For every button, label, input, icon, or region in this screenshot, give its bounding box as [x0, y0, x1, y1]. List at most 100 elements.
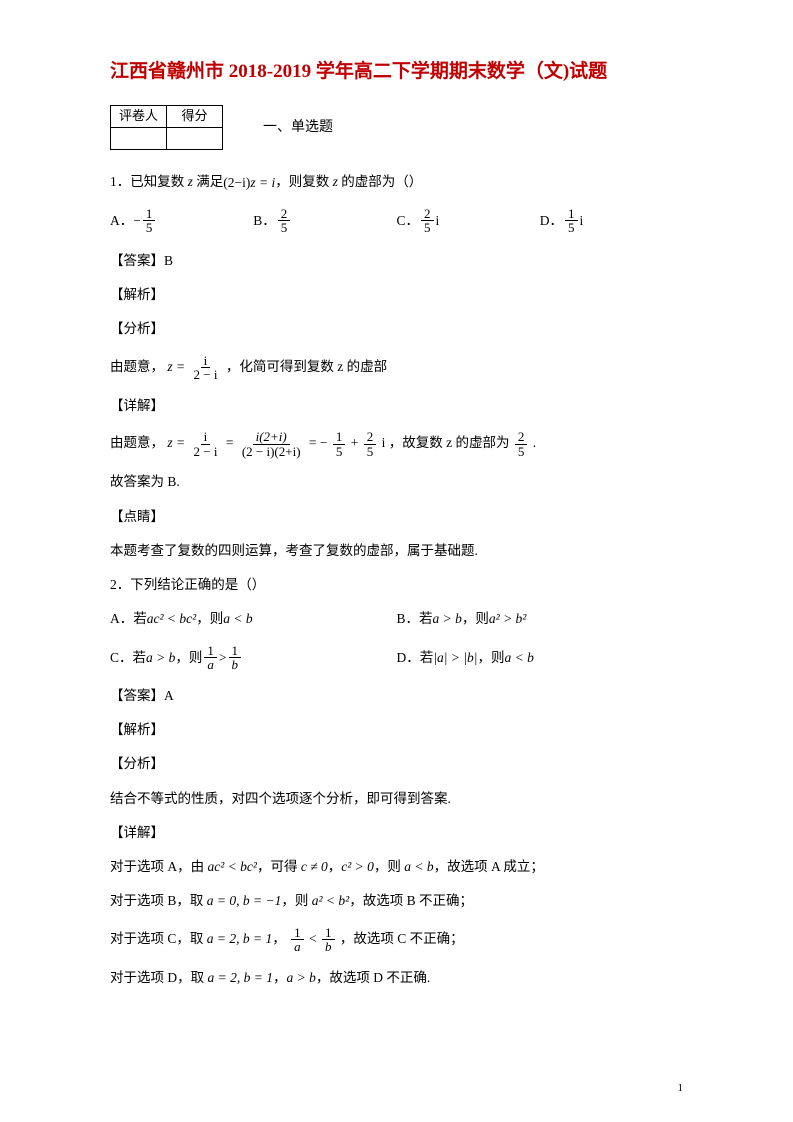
grade-cell-1: [111, 127, 167, 149]
opt-c-label: C．: [397, 211, 420, 231]
opt-b-label: B．: [253, 211, 276, 231]
q2-a-mid: ，则: [196, 609, 223, 629]
grade-header-2: 得分: [167, 105, 223, 127]
q2-opt-d: D．若 |a| > |b|，则 a < b: [397, 648, 684, 668]
q2-a-pre: A．若: [110, 609, 147, 629]
q1-fenxi-text: 由题意， z = i2 − i ，化简可得到复数 z 的虚部: [110, 354, 683, 382]
q1-options: A． − 15 B． 25 C． 25 i D． 15 i: [110, 207, 683, 235]
q2-a-ineq: ac² < bc²: [147, 609, 196, 629]
q1-fenxi-pre: 由题意，: [110, 359, 164, 374]
xjc-f2n: 1: [322, 926, 335, 941]
xjb-3: a² < b²: [312, 893, 349, 908]
grade-table: 评卷人 得分: [110, 105, 223, 150]
q2-opt-c: C．若 a > b，则 1a > 1b: [110, 644, 397, 672]
xja-8: ，故选项 A 成立；: [434, 859, 544, 874]
q2-xj-c: 对于选项 C，取 a = 2, b = 1， 1a < 1b ，故选项 C 不正…: [110, 926, 683, 954]
q2-jiexi: 【解析】: [110, 720, 683, 740]
q1-opt-b: B． 25: [253, 207, 396, 235]
q1-stem-end: 的虚部为（）: [338, 174, 422, 189]
opt-d-suffix: i: [580, 211, 584, 231]
q2-fenxi: 【分析】: [110, 754, 683, 774]
xjb-pre: 对于选项 B，取: [110, 893, 207, 908]
opt-b-num: 2: [278, 207, 291, 222]
xj-i: i: [382, 435, 386, 450]
q2-opts-row2: C．若 a > b，则 1a > 1b D．若 |a| > |b|，则 a < …: [110, 644, 683, 672]
xja-7: a < b: [404, 859, 433, 874]
q2-c-f2n: 1: [229, 644, 242, 659]
xja-2: ，可得: [257, 859, 301, 874]
xj-f2d: (2 − i)(2+i): [239, 445, 304, 459]
xj-end: .: [533, 435, 536, 450]
xja-4: ，: [328, 859, 342, 874]
opt-c-den: 5: [421, 221, 434, 235]
xjd-3: a > b: [286, 970, 315, 985]
q2-c-pre: C．若: [110, 648, 146, 668]
q2-opts-row1: A．若 ac² < bc²，则 a < b B．若 a > b，则 a² > b…: [110, 609, 683, 629]
q2-c-gt: >: [219, 648, 227, 668]
q2-opt-b: B．若 a > b，则 a² > b²: [397, 609, 684, 629]
xjd-1: a = 2, b = 1: [208, 970, 273, 985]
q2-xj-d: 对于选项 D，取 a = 2, b = 1，a > b，故选项 D 不正确.: [110, 968, 683, 988]
q1-stem-pre: 1．已知复数: [110, 174, 188, 189]
opt-d-num: 1: [565, 207, 578, 222]
q1-fenxi-lhs: z =: [167, 359, 185, 374]
opt-c-suffix: i: [436, 211, 440, 231]
xjc-f2d: b: [322, 940, 335, 954]
q2-b-mid: ，则: [462, 609, 489, 629]
xjc-f1d: a: [291, 940, 304, 954]
xj-f1d: 2 − i: [191, 445, 221, 459]
q2-c-ineq: a > b: [146, 648, 175, 668]
xj-f4d: 5: [364, 445, 377, 459]
xj-mid: ，故复数 z 的虚部为: [389, 435, 510, 450]
q2-c-mid: ，则: [175, 648, 202, 668]
q2-b-res: a² > b²: [489, 609, 526, 629]
xj-f3d: 5: [333, 445, 346, 459]
xjb-4: ，故选项 B 不正确；: [349, 893, 473, 908]
opt-a-den: 5: [143, 221, 156, 235]
section-label: 一、单选题: [263, 117, 333, 138]
opt-d-label: D．: [540, 211, 563, 231]
xjb-2: ，则: [281, 893, 311, 908]
q2-fenxi-text: 结合不等式的性质，对四个选项逐个分析，即可得到答案.: [110, 789, 683, 809]
xja-5: c² > 0: [341, 859, 374, 874]
page-number: 1: [678, 1080, 684, 1097]
xjd-2: ，: [273, 970, 287, 985]
xjc-3: ，故选项 C 不正确；: [340, 931, 464, 946]
xja-pre: 对于选项 A，由: [110, 859, 208, 874]
q1-fenxi-den: 2 − i: [191, 368, 221, 382]
page-title: 江西省赣州市 2018-2019 学年高二下学期期末数学（文)试题: [110, 58, 683, 87]
q1-dianjing-text: 本题考查了复数的四则运算，考查了复数的虚部，属于基础题.: [110, 541, 683, 561]
q2-b-pre: B．若: [397, 609, 433, 629]
q2-stem: 2．下列结论正确的是（）: [110, 575, 683, 595]
grade-cell-2: [167, 127, 223, 149]
q2-d-mid: ，则: [477, 648, 504, 668]
xj-f5n: 2: [515, 430, 528, 445]
opt-d-den: 5: [565, 221, 578, 235]
q1-eq-l: (2−i): [223, 174, 250, 189]
xjb-1: a = 0, b = −1: [207, 893, 282, 908]
q1-fenxi-num: i: [201, 354, 211, 369]
xj-eq2: = −: [309, 435, 328, 450]
q2-opt-a: A．若 ac² < bc²，则 a < b: [110, 609, 397, 629]
q1-xj-lhs: z =: [167, 435, 185, 450]
grade-header-1: 评卷人: [111, 105, 167, 127]
xja-3: c ≠ 0: [301, 859, 328, 874]
xjd-pre: 对于选项 D，取: [110, 970, 208, 985]
xjc-2: ，: [272, 931, 286, 946]
q1-dianjing: 【点睛】: [110, 507, 683, 527]
q1-answer: 【答案】B: [110, 251, 683, 271]
xjc-f1n: 1: [291, 926, 304, 941]
xj-f2n: i(2+i): [253, 430, 290, 445]
xj-f5d: 5: [515, 445, 528, 459]
q2-c-f1d: a: [204, 658, 217, 672]
q1-stem-post: ，则复数: [275, 174, 332, 189]
q2-a-res: a < b: [223, 609, 252, 629]
q1-jiexi: 【解析】: [110, 285, 683, 305]
q1-xiangjie: 【详解】: [110, 396, 683, 416]
xj-plus: +: [351, 435, 359, 450]
xj-f1n: i: [201, 430, 211, 445]
q2-d-res: a < b: [504, 648, 533, 668]
q2-xiangjie: 【详解】: [110, 823, 683, 843]
xjc-pre: 对于选项 C，取: [110, 931, 207, 946]
q1-stem-mid: 满足: [193, 174, 223, 189]
